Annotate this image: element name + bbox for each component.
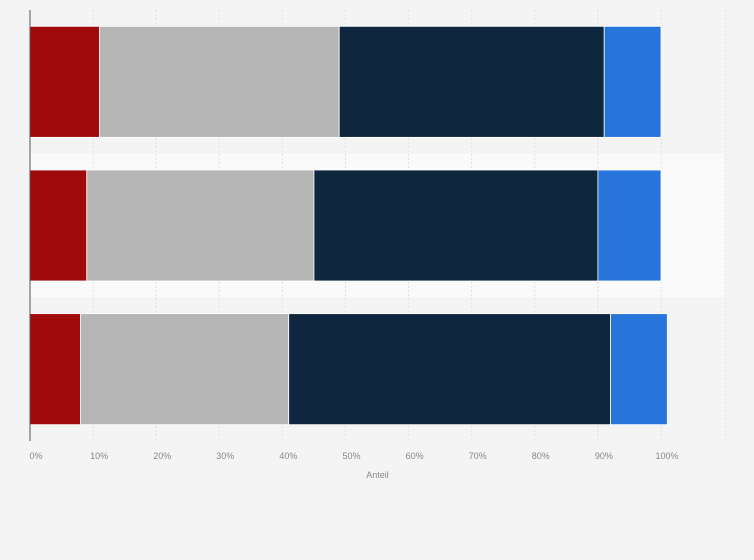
bar-segment-3-row-1	[338, 25, 605, 138]
x-tick-labels: 0% 10% 20% 30% 40% 50% 60% 70% 80% 90% 100%	[29, 451, 678, 461]
x-tick-label: 60%	[406, 451, 424, 461]
bar-segment-4-row-3	[610, 313, 668, 426]
x-tick-label: 80%	[532, 451, 550, 461]
bar-segment-1-row-1	[29, 25, 100, 138]
bar-segment-3-row-3	[288, 313, 611, 426]
bar-segment-4-row-1	[603, 25, 662, 138]
x-tick-label: 0%	[29, 451, 42, 461]
x-tick-label: 90%	[595, 451, 613, 461]
bar-segment-2-row-2	[86, 169, 315, 282]
bar-segment-2-row-3	[80, 313, 290, 426]
bar-segment-3-row-2	[313, 169, 599, 282]
bar-segment-1-row-3	[29, 313, 81, 426]
bar-segment-1-row-2	[29, 169, 88, 282]
bar-segment-4-row-2	[597, 169, 662, 282]
bars	[29, 25, 668, 426]
x-tick-label: 30%	[216, 451, 234, 461]
x-tick-label: 20%	[153, 451, 171, 461]
bar-segment-2-row-1	[99, 25, 340, 138]
x-tick-label: 70%	[469, 451, 487, 461]
x-tick-label: 10%	[90, 451, 108, 461]
x-tick-label: 40%	[279, 451, 297, 461]
x-tick-label: 50%	[342, 451, 360, 461]
x-axis-title: Anteil	[366, 470, 389, 480]
x-tick-label: 100%	[655, 451, 678, 461]
